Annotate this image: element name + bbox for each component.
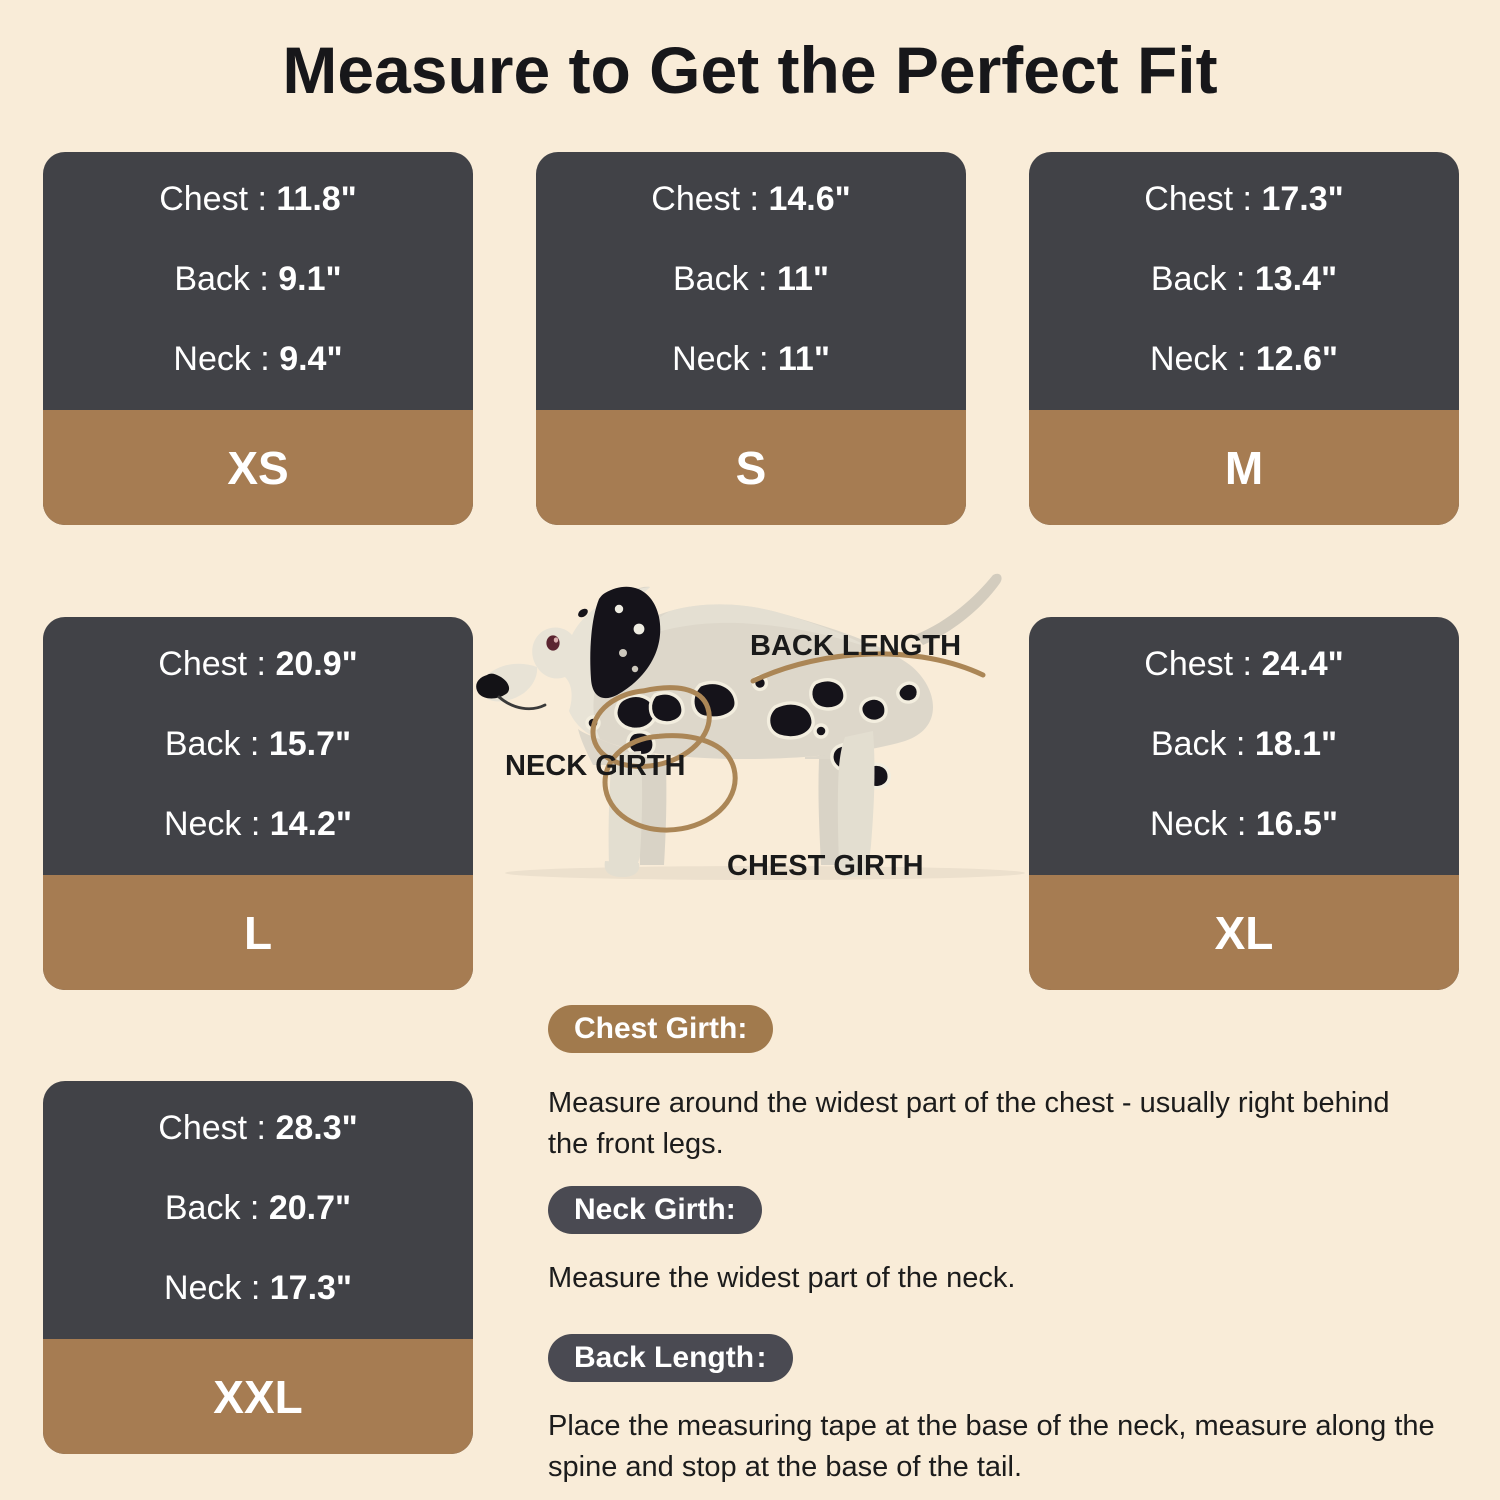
svg-text:CHEST GIRTH: CHEST GIRTH [727, 850, 924, 882]
svg-text:NECK GIRTH: NECK GIRTH [505, 750, 685, 782]
svg-text:BACK LENGTH: BACK LENGTH [750, 630, 961, 662]
